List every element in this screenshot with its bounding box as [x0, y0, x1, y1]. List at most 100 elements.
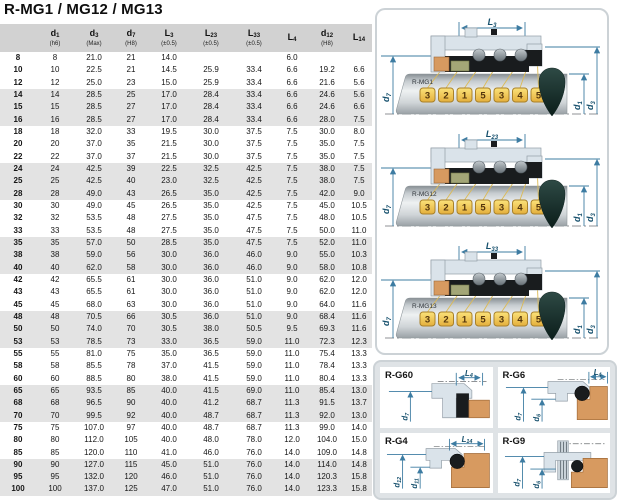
- dim-label-l23: L23: [486, 129, 499, 141]
- cell: 10.8: [351, 262, 367, 272]
- cell: 30.0: [161, 262, 177, 272]
- cell: 40.0: [161, 398, 177, 408]
- cell: 35.0: [319, 151, 335, 161]
- cell: 23.0: [161, 176, 177, 186]
- cell: 6.0: [286, 53, 298, 62]
- cell: 11.3: [284, 410, 300, 420]
- cell: 58: [126, 262, 136, 272]
- cell: 115: [124, 459, 138, 469]
- cell: 65.5: [86, 274, 102, 284]
- cell: 42.5: [246, 200, 262, 210]
- cell: 46.0: [161, 472, 177, 482]
- cell: 6.6: [286, 65, 298, 75]
- seal-diagram-mg12: R-MG12 L23 d7 d1 d3 3 2 1 5 3 4 5: [379, 129, 605, 238]
- row-size: 14: [13, 89, 23, 99]
- cell: 96.5: [86, 398, 102, 408]
- callout-number: 5: [480, 91, 486, 102]
- cell: 27.5: [161, 225, 177, 235]
- cell: 14: [50, 89, 60, 99]
- page-title: R-MG1 / MG12 / MG13: [4, 1, 163, 18]
- dim-label-l3: L3: [488, 17, 498, 29]
- cell: 80: [126, 373, 136, 383]
- row-size: 42: [13, 274, 23, 284]
- cell: 10: [50, 65, 60, 75]
- cell: 90: [126, 398, 136, 408]
- cell: 66: [126, 311, 136, 321]
- col-header-d12: d12 (H8): [308, 24, 346, 52]
- cell: 36.0: [203, 299, 219, 309]
- cell: 15.0: [351, 435, 367, 445]
- cell: 70.5: [86, 311, 102, 321]
- cell: 14.8: [351, 459, 367, 469]
- col-header-l23: L23 (±0.5): [190, 24, 232, 52]
- cell: 76.0: [246, 484, 262, 494]
- table-row: 16 16 28.5 27 17.0 28.4 33.4 6.6 28.0 7.5: [0, 113, 372, 126]
- cell: 9.5: [286, 324, 298, 334]
- seat-label: R-G4: [385, 435, 408, 447]
- cell: 137.0: [83, 484, 105, 494]
- dim-label-d1: d1: [572, 101, 584, 111]
- cell: 92.0: [319, 410, 335, 420]
- cell: 33.0: [161, 336, 177, 346]
- cell: 74.0: [86, 324, 102, 334]
- cell: 53.5: [86, 213, 102, 223]
- cell: 36.0: [203, 274, 219, 284]
- cell: 68.0: [86, 299, 102, 309]
- cell: 19.2: [319, 65, 335, 75]
- callout-number: 2: [443, 91, 448, 102]
- cell: 33: [126, 126, 136, 136]
- table-row: 55 55 81.0 75 35.0 36.5 59.0 11.0 75.4 13.3: [0, 348, 372, 360]
- row-size: 22: [13, 151, 23, 161]
- callout-number: 3: [425, 203, 430, 214]
- row-size: 38: [13, 250, 23, 260]
- cell: 38.0: [203, 324, 219, 334]
- cell: 70: [50, 410, 60, 420]
- cell: 37.5: [246, 126, 262, 136]
- cell: 85: [126, 385, 136, 395]
- cell: 15.8: [351, 484, 367, 494]
- row-size: 58: [13, 361, 23, 371]
- cell: 10.3: [351, 250, 367, 260]
- cell: 78.4: [319, 361, 335, 371]
- row-size: 32: [13, 213, 23, 223]
- cell: 91.5: [319, 398, 335, 408]
- col-header-l14: L14: [346, 24, 372, 52]
- dim-label-l14: L14: [462, 434, 473, 444]
- cell: 42: [50, 274, 60, 284]
- row-size: 65: [13, 385, 23, 395]
- cell: 97: [126, 422, 136, 432]
- cell: [346, 52, 372, 64]
- cell: 7.5: [286, 151, 298, 161]
- cell: 21.0: [86, 53, 102, 62]
- row-size: 12: [13, 77, 23, 87]
- cell: 25.9: [203, 77, 219, 87]
- dim-label-d7: d7: [381, 93, 393, 103]
- dim-label-d3: d3: [585, 213, 597, 223]
- cell: 43: [50, 287, 60, 297]
- cell: 28.4: [203, 89, 219, 99]
- table-row: 75 75 107.0 97 40.0 48.7 68.7 11.3 99.0 14.0: [0, 422, 372, 434]
- cell: 35.0: [203, 225, 219, 235]
- cell: 42.5: [246, 176, 262, 186]
- cell: 17.0: [161, 102, 177, 112]
- cell: 16: [50, 114, 60, 124]
- cell: 65.5: [86, 287, 102, 297]
- table-row: 45 45 68.0 63 30.0 36.0 51.0 9.0 64.0 11.6: [0, 299, 372, 311]
- cell: 40.0: [161, 422, 177, 432]
- table-row: 42 42 65.5 61 30.0 36.0 51.0 9.0 62.0 12.0: [0, 274, 372, 286]
- cell: 61: [126, 287, 136, 297]
- table-row: 20 20 37.0 35 21.5 30.0 37.5 7.5 35.0 7.5: [0, 138, 372, 150]
- row-size: 15: [13, 102, 23, 112]
- cell: 45: [126, 200, 136, 210]
- cell: 48: [126, 225, 136, 235]
- cell: 48.7: [203, 410, 219, 420]
- cell: 48.0: [203, 435, 219, 445]
- cell: 22.5: [86, 65, 102, 75]
- cell: 40.0: [161, 435, 177, 445]
- cell: 9.0: [286, 262, 298, 272]
- table-row: 43 43 65.5 61 30.0 36.0 51.0 9.0 62.0 12.0: [0, 286, 372, 298]
- cell: 13.3: [351, 348, 367, 358]
- cell: 30.0: [161, 299, 177, 309]
- row-size: 20: [13, 139, 23, 149]
- cell: 32: [50, 213, 60, 223]
